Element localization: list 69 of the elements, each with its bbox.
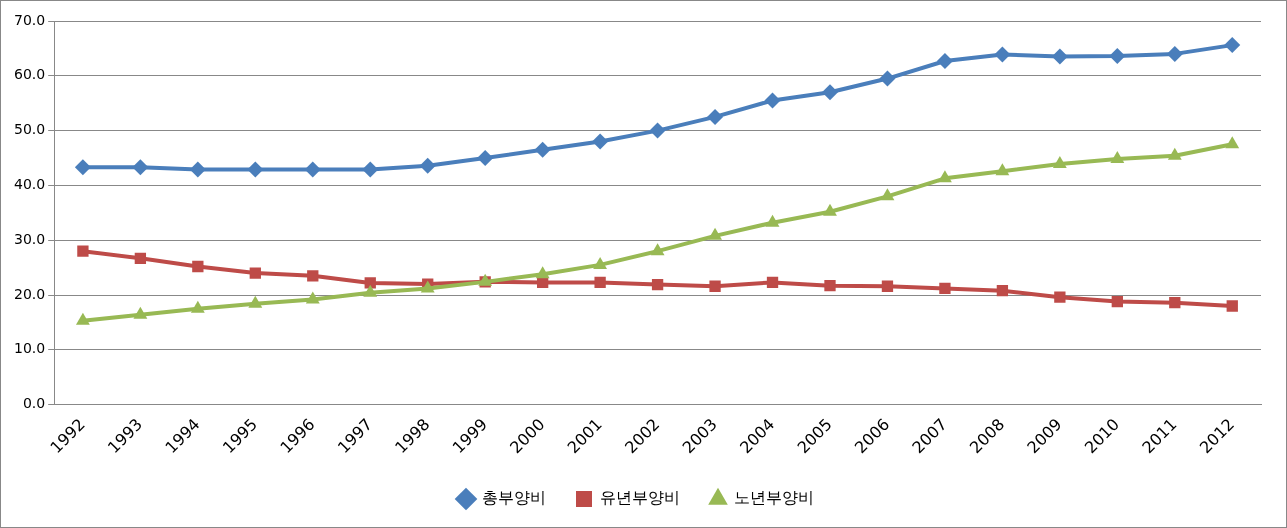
point xyxy=(764,92,781,109)
point xyxy=(1226,300,1238,312)
point xyxy=(594,276,606,289)
point xyxy=(824,280,836,292)
point xyxy=(881,280,894,292)
point xyxy=(134,252,147,264)
point xyxy=(75,312,90,325)
point xyxy=(1109,48,1126,65)
point xyxy=(304,161,321,178)
point xyxy=(707,108,724,125)
point xyxy=(593,256,608,269)
y-tick-label: 0.0 xyxy=(22,395,46,412)
point xyxy=(1110,151,1125,164)
point xyxy=(190,300,205,313)
point xyxy=(189,161,206,178)
point xyxy=(1111,295,1123,308)
point xyxy=(362,161,379,178)
point xyxy=(305,291,320,304)
y-tick-label: 50.0 xyxy=(14,121,46,138)
point xyxy=(419,157,436,174)
point xyxy=(363,284,378,297)
point xyxy=(133,306,148,319)
legend-label: 유년부양비 xyxy=(600,488,680,508)
point xyxy=(132,159,149,176)
point xyxy=(1051,48,1068,65)
point xyxy=(1169,297,1181,309)
point xyxy=(936,53,953,70)
y-tick-label: 10.0 xyxy=(14,340,46,357)
point xyxy=(708,227,722,240)
point xyxy=(247,161,264,178)
point xyxy=(996,284,1009,297)
point xyxy=(650,243,665,256)
point xyxy=(74,159,91,176)
point xyxy=(823,203,837,216)
point xyxy=(880,188,895,201)
point xyxy=(709,280,721,292)
point xyxy=(879,70,896,87)
point xyxy=(364,277,376,289)
point xyxy=(1166,45,1183,62)
point xyxy=(248,295,263,308)
point xyxy=(938,170,952,183)
y-tick-label: 30.0 xyxy=(14,230,46,247)
point xyxy=(1167,147,1182,160)
point xyxy=(307,270,319,282)
legend-label: 노년부양비 xyxy=(734,488,814,508)
point xyxy=(821,84,838,101)
point xyxy=(1052,156,1067,169)
point xyxy=(77,245,89,257)
point xyxy=(592,133,609,150)
point xyxy=(766,276,779,289)
point xyxy=(649,122,666,139)
legend-label: 총부양비 xyxy=(482,488,546,508)
point xyxy=(477,150,494,167)
point xyxy=(994,46,1011,63)
point xyxy=(651,278,664,291)
point xyxy=(192,260,204,273)
point xyxy=(939,282,951,295)
y-tick-label: 40.0 xyxy=(14,176,46,193)
point xyxy=(765,214,780,227)
y-tick-label: 60.0 xyxy=(14,66,46,83)
point xyxy=(995,163,1010,176)
point xyxy=(534,141,551,158)
y-tick-label: 20.0 xyxy=(14,285,46,302)
point xyxy=(1224,37,1241,54)
point xyxy=(535,266,550,279)
point xyxy=(249,267,261,279)
point xyxy=(1225,136,1240,149)
point xyxy=(1054,291,1066,303)
y-tick-label: 70.0 xyxy=(14,11,46,28)
